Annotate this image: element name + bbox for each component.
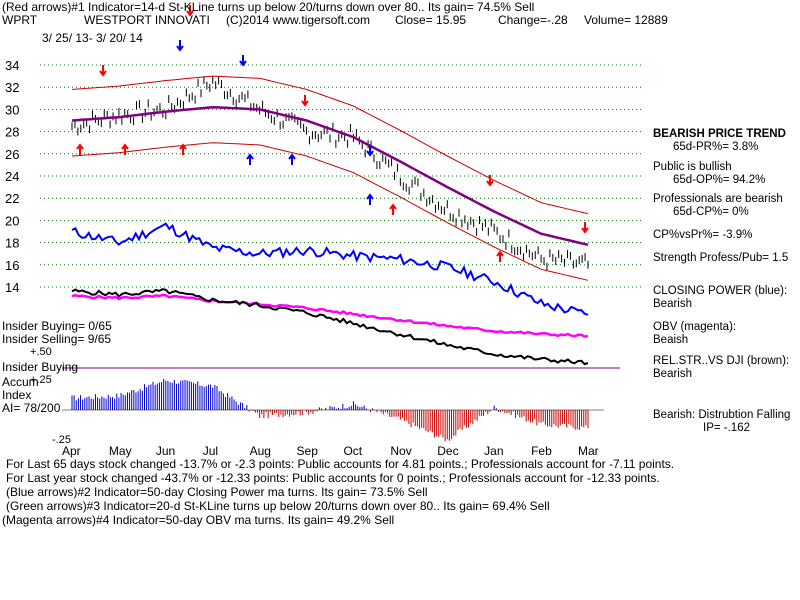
sell-arrow-icon	[581, 222, 589, 234]
sell-arrow-icon	[366, 145, 374, 157]
y-tick-label: 24	[5, 169, 19, 184]
sell-arrow-icon	[176, 40, 184, 52]
y-tick-label: 34	[5, 58, 19, 73]
ip-value: IP= -.162	[703, 422, 750, 434]
x-tick-label: Jun	[156, 444, 175, 458]
y-tick-label: 16	[5, 258, 19, 273]
relstr-label: REL.STR..VS DJI (brown):	[653, 355, 790, 367]
y-tick-label: 22	[5, 191, 19, 206]
buy-arrow-icon	[76, 143, 84, 155]
y-tick-label: 32	[5, 80, 19, 95]
accum-plus50: +.50	[30, 346, 52, 358]
relstr-line	[71, 288, 589, 366]
buy-arrow-icon	[288, 153, 296, 165]
x-tick-label: Jan	[484, 444, 503, 458]
y-tick-label: 28	[5, 125, 19, 140]
accum-label: Accum	[2, 375, 39, 389]
footer-line-4: (Green arrows)#3 Indicator=20-d St-KLine…	[6, 499, 550, 513]
y-tick-label: 20	[5, 213, 19, 228]
public-status: Public is bullish	[653, 161, 732, 173]
insider-selling: Insider Selling= 9/65	[2, 332, 112, 346]
indicator-1-line: (Red arrows)#1 Indicator=14-d St-KLine t…	[2, 0, 535, 14]
y-tick-label: 18	[5, 236, 19, 251]
professionals-status: Professionals are bearish	[653, 193, 783, 205]
x-tick-label: Nov	[390, 444, 411, 458]
y-tick-label: 26	[5, 147, 19, 162]
accum-plus25: +.25	[30, 374, 52, 386]
x-tick-label: Oct	[343, 444, 362, 458]
sell-arrow-icon	[99, 65, 107, 77]
footer-line-5: (Magenta arrows)#4 Indicator=50-day OBV …	[2, 513, 395, 527]
buy-arrow-icon	[121, 143, 129, 155]
y-tick-label: 14	[5, 280, 19, 295]
sell-arrow-icon	[301, 95, 309, 107]
copyright: (C)2014 www.tigersoft.com	[226, 13, 371, 27]
x-tick-label: Sep	[297, 444, 319, 458]
date-range: 3/ 25/ 13- 3/ 20/ 14	[42, 31, 143, 45]
buy-arrow-icon	[179, 143, 187, 155]
footer-line-3: (Blue arrows)#2 Indicator=50-day Closing…	[6, 485, 428, 499]
obv-line	[71, 293, 589, 338]
x-tick-label: Aug	[250, 444, 271, 458]
obv-status: Beaish	[653, 334, 689, 346]
x-tick-label: Feb	[531, 444, 552, 458]
x-tick-label: Mar	[578, 444, 599, 458]
accum-minus25: -.25	[52, 434, 71, 446]
buy-arrow-icon	[496, 250, 504, 262]
lower-band	[71, 142, 589, 281]
insider-buying: Insider Buying= 0/65	[2, 319, 112, 333]
distribution-label: Bearish: Distrubtion Falling	[653, 409, 791, 421]
strength-ratio: Strength Profess/Pub= 1.5	[653, 252, 789, 264]
x-tick-label: May	[109, 444, 132, 458]
symbol: WPRT	[2, 13, 38, 27]
relstr-status: Bearish	[653, 368, 692, 380]
cp-value: 65d-CP%= 0%	[673, 206, 749, 218]
x-tick-label: Dec	[437, 444, 458, 458]
obv-label: OBV (magenta):	[653, 321, 737, 333]
sell-arrow-icon	[239, 55, 247, 67]
footer-line-1: For Last 65 days stock changed -13.7% or…	[6, 457, 675, 471]
trend-title: BEARISH PRICE TREND	[653, 128, 786, 140]
buy-arrow-icon	[366, 193, 374, 205]
volume-value: Volume= 12889	[584, 13, 668, 27]
x-tick-label: Apr	[62, 444, 81, 458]
change-value: Change=-.28	[498, 13, 568, 27]
footer-line-2: For Last year stock changed -43.7% or -1…	[6, 471, 660, 485]
sell-arrow-icon	[486, 175, 494, 187]
insider-buying-line-label: Insider Buying	[2, 360, 79, 374]
index-label: Index	[2, 388, 32, 402]
buy-arrow-icon	[246, 153, 254, 165]
buy-arrow-icon	[389, 203, 397, 215]
pr-value: 65d-PR%= 3.8%	[673, 141, 759, 153]
company-name: WESTPORT INNOVATI	[84, 13, 210, 27]
upper-band	[71, 75, 589, 215]
ma-line	[71, 105, 589, 247]
cp-vs-pr: CP%vsPr%= -3.9%	[653, 229, 753, 241]
closing-power-status: Bearish	[653, 298, 692, 310]
y-tick-label: 30	[5, 102, 19, 117]
ai-value: AI= 78/200	[2, 401, 61, 415]
closing-power-label: CLOSING POWER (blue):	[653, 285, 788, 297]
sell-arrow-icon	[186, 5, 194, 17]
close-value: Close= 15.95	[395, 13, 467, 27]
x-tick-label: Jul	[203, 444, 218, 458]
op-value: 65d-OP%= 94.2%	[673, 174, 766, 186]
closing-power-line	[71, 222, 589, 316]
